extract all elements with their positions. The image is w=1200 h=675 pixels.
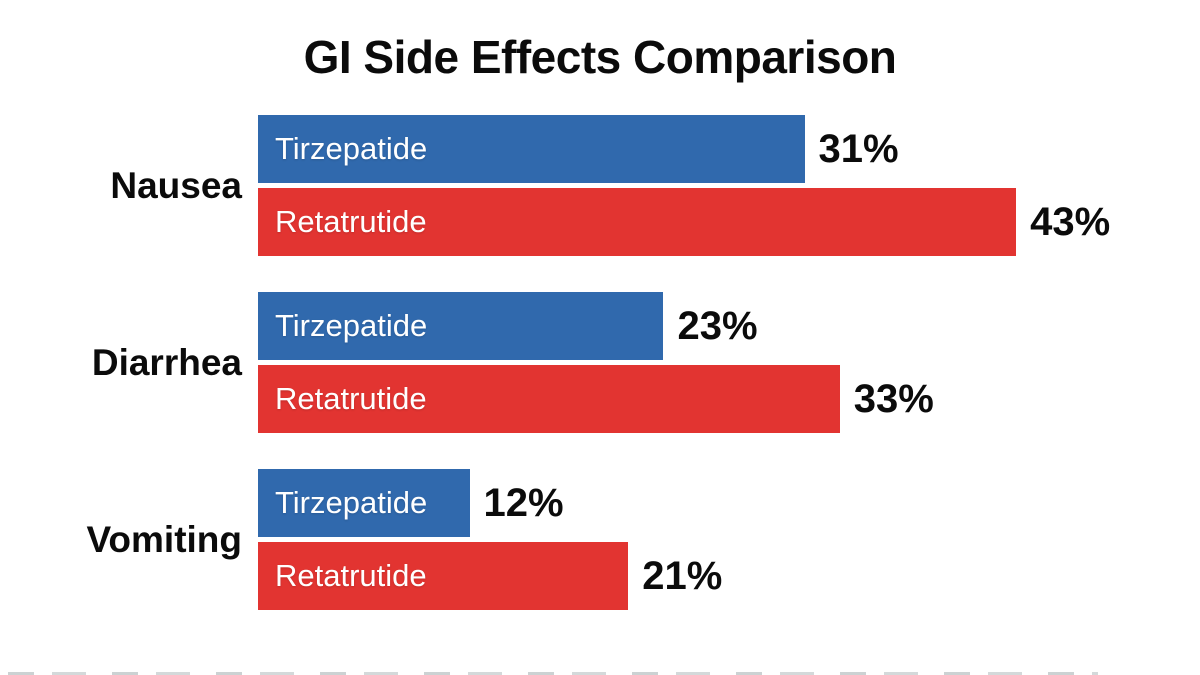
category-label: Nausea bbox=[110, 164, 242, 206]
bar-row-retatrutide: Retatrutide 21% bbox=[258, 542, 1200, 610]
bar-series-label: Retatrutide bbox=[275, 558, 427, 593]
category-group: Diarrhea Tirzepatide 23% Retatrutide 33% bbox=[0, 292, 1200, 433]
category-label: Vomiting bbox=[86, 518, 242, 560]
bar-retatrutide: Retatrutide bbox=[258, 188, 1017, 256]
value-label: 43% bbox=[1030, 199, 1111, 244]
bar-chart: Nausea Tirzepatide 31% Retatrutide 43% D… bbox=[0, 115, 1200, 646]
value-label: 33% bbox=[853, 376, 934, 421]
value-label: 21% bbox=[642, 553, 723, 598]
bar-series-label: Tirzepatide bbox=[275, 131, 428, 166]
bar-row-retatrutide: Retatrutide 43% bbox=[258, 188, 1200, 256]
bar-row-tirzepatide: Tirzepatide 12% bbox=[258, 469, 1200, 537]
category-label: Diarrhea bbox=[91, 341, 242, 383]
category-group: Vomiting Tirzepatide 12% Retatrutide 21% bbox=[0, 469, 1200, 610]
bar-row-tirzepatide: Tirzepatide 31% bbox=[258, 115, 1200, 183]
bar-tirzepatide: Tirzepatide bbox=[258, 469, 470, 537]
bar-series-label: Retatrutide bbox=[275, 204, 427, 239]
bar-pair: Tirzepatide 31% Retatrutide 43% bbox=[258, 115, 1200, 256]
bar-pair: Tirzepatide 23% Retatrutide 33% bbox=[258, 292, 1200, 433]
bar-tirzepatide: Tirzepatide bbox=[258, 292, 664, 360]
category-group: Nausea Tirzepatide 31% Retatrutide 43% bbox=[0, 115, 1200, 256]
value-label: 31% bbox=[818, 126, 899, 171]
bar-series-label: Tirzepatide bbox=[275, 308, 428, 343]
value-label: 23% bbox=[677, 303, 758, 348]
bar-series-label: Tirzepatide bbox=[275, 485, 428, 520]
bar-row-retatrutide: Retatrutide 33% bbox=[258, 365, 1200, 433]
bar-retatrutide: Retatrutide bbox=[258, 365, 840, 433]
bar-retatrutide: Retatrutide bbox=[258, 542, 629, 610]
bar-row-tirzepatide: Tirzepatide 23% bbox=[258, 292, 1200, 360]
value-label: 12% bbox=[483, 480, 564, 525]
chart-title: GI Side Effects Comparison bbox=[303, 31, 897, 83]
bar-pair: Tirzepatide 12% Retatrutide 21% bbox=[258, 469, 1200, 610]
bar-series-label: Retatrutide bbox=[275, 381, 427, 416]
bar-tirzepatide: Tirzepatide bbox=[258, 115, 805, 183]
cropped-footer-text-sliver bbox=[8, 672, 1098, 675]
